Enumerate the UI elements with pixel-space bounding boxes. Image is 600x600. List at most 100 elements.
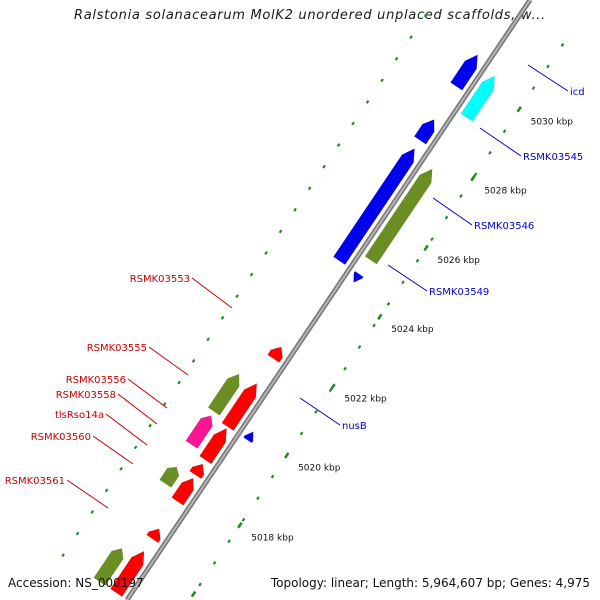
feature-track-dots-lower: [314, 409, 318, 414]
kbp-tick-label: 5030 kbp: [531, 117, 574, 127]
gene-icd[interactable]: [460, 75, 495, 122]
kbp-tick-mark: [377, 313, 383, 321]
feature-track-dots-upper: [423, 13, 428, 18]
kbp-tick-mark: [423, 244, 429, 252]
gene-rsmk03546[interactable]: [333, 148, 415, 265]
feature-track-dots-lower: [227, 539, 231, 544]
gene-rsmk03546-band[interactable]: [364, 168, 433, 265]
feature-track-dots-lower: [444, 215, 449, 220]
feature-track-dots-upper: [380, 78, 384, 83]
gene-label[interactable]: RSMK03561: [5, 476, 65, 487]
feature-track-dots-lower: [430, 237, 434, 242]
feature-track-dots-upper: [177, 380, 181, 385]
gene-label[interactable]: RSMK03553: [130, 274, 190, 285]
feature-track-dots-upper: [264, 251, 268, 255]
gene-label-leader: [432, 197, 473, 226]
gene-bottom-red[interactable]: [110, 550, 145, 598]
gene-label[interactable]: RSMK03560: [31, 432, 91, 443]
kbp-tick-mark: [516, 106, 522, 113]
feature-track-dots-upper: [409, 35, 413, 40]
gene-label[interactable]: RSMK03556: [66, 375, 126, 386]
gene-label[interactable]: RSMK03546: [474, 221, 534, 232]
feature-track-dots-upper: [191, 358, 196, 363]
kbp-tick-label: 5022 kbp: [344, 395, 387, 405]
gene-bottom-olive[interactable]: [93, 548, 124, 586]
accession-text: Accession: NS_000197: [8, 576, 144, 590]
kbp-tick-mark: [470, 175, 476, 182]
gene-label-leader: [92, 435, 134, 465]
kbp-tick-label: 5018 kbp: [251, 533, 294, 543]
map-title: Ralstonia solanacearum MolK2 unordered u…: [74, 8, 546, 23]
genome-axis: [126, 0, 531, 600]
feature-track-dots-lower: [415, 258, 420, 263]
gene-rsmk03560[interactable]: [171, 477, 194, 506]
feature-track-dots-lower: [328, 388, 333, 393]
gene-rsmk03549[interactable]: [353, 270, 364, 283]
feature-track-dots-lower: [256, 496, 260, 501]
feature-track-dots-lower: [386, 301, 391, 306]
gene-label-leader: [191, 277, 233, 309]
gene-rsmk03553[interactable]: [267, 346, 283, 363]
kbp-tick-mark: [283, 452, 290, 459]
feature-track-dots-upper: [220, 315, 225, 320]
gene-label-leader: [127, 378, 168, 409]
feature-track-dots-upper: [206, 337, 210, 342]
gene-label[interactable]: icd: [570, 87, 585, 98]
feature-track-dots-lower: [299, 431, 304, 436]
gene-label[interactable]: nusB: [342, 421, 367, 432]
gene-nusb[interactable]: [243, 431, 254, 444]
gene-label-leader: [105, 413, 148, 446]
gene-rsmk03555[interactable]: [221, 383, 257, 431]
gene-rsmk03556[interactable]: [199, 427, 227, 465]
feature-track-dots-upper: [307, 186, 312, 191]
feature-track-dots-lower: [372, 323, 376, 328]
gene-label-leader: [527, 64, 569, 92]
gene-label-leader: [117, 393, 158, 425]
feature-track-dots-lower: [241, 517, 246, 522]
feature-track-dots-upper: [162, 402, 167, 407]
kbp-tick-mark: [237, 522, 243, 529]
gene-label[interactable]: RSMK03549: [429, 287, 489, 298]
feature-track-dots-upper: [148, 423, 152, 428]
feature-track-dots-upper: [278, 229, 283, 234]
gene-label[interactable]: RSMK03545: [523, 152, 583, 163]
feature-track-dots-upper: [235, 294, 239, 299]
kbp-tick-label: 5020 kbp: [298, 464, 341, 474]
gene-rsmk03555-band[interactable]: [207, 373, 240, 416]
gene-icd-neighbor[interactable]: [450, 54, 478, 91]
gene-rsmk03560-band[interactable]: [159, 466, 180, 488]
gene-label-leader: [299, 397, 341, 426]
gene-rsmk03561[interactable]: [146, 528, 161, 544]
feature-track-dots-upper: [104, 488, 109, 493]
feature-track-dots-upper: [394, 56, 399, 61]
kbp-tick-label: 5024 kbp: [391, 325, 434, 335]
gene-label[interactable]: RSMK03558: [56, 390, 116, 401]
kbp-tick-mark: [330, 383, 336, 390]
feature-track-dots-lower: [198, 582, 202, 587]
gene-tlsrso14a[interactable]: [189, 463, 205, 480]
feature-track-dots-upper: [336, 143, 341, 148]
feature-track-dots-lower: [546, 64, 550, 69]
kbp-tick-label: 5026 kbp: [437, 256, 480, 266]
gene-label-leader: [66, 479, 109, 509]
feature-track-dots-lower: [560, 42, 565, 47]
gene-label[interactable]: RSMK03555: [87, 343, 147, 354]
gene-label-leader: [148, 346, 189, 376]
feature-track-dots-upper: [365, 99, 370, 104]
genome-summary-text: Topology: linear; Length: 5,964,607 bp; …: [270, 576, 590, 590]
feature-track-dots-lower: [401, 280, 405, 285]
feature-track-dots-lower: [488, 150, 492, 155]
feature-track-dots-lower: [212, 560, 217, 565]
feature-track-dots-upper: [119, 466, 123, 471]
gene-rsmk03558[interactable]: [185, 415, 213, 449]
feature-track-dots-upper: [90, 510, 94, 514]
feature-track-dots-lower: [459, 194, 463, 198]
feature-track-dots-lower: [343, 366, 347, 371]
gene-rsmk03545[interactable]: [413, 119, 435, 145]
feature-track-dots-lower: [473, 172, 478, 177]
gene-label[interactable]: tlsRso14a: [55, 410, 104, 421]
feature-track-dots-upper: [293, 207, 297, 212]
feature-track-dots-lower: [357, 345, 362, 350]
feature-track-dots-upper: [61, 553, 65, 558]
